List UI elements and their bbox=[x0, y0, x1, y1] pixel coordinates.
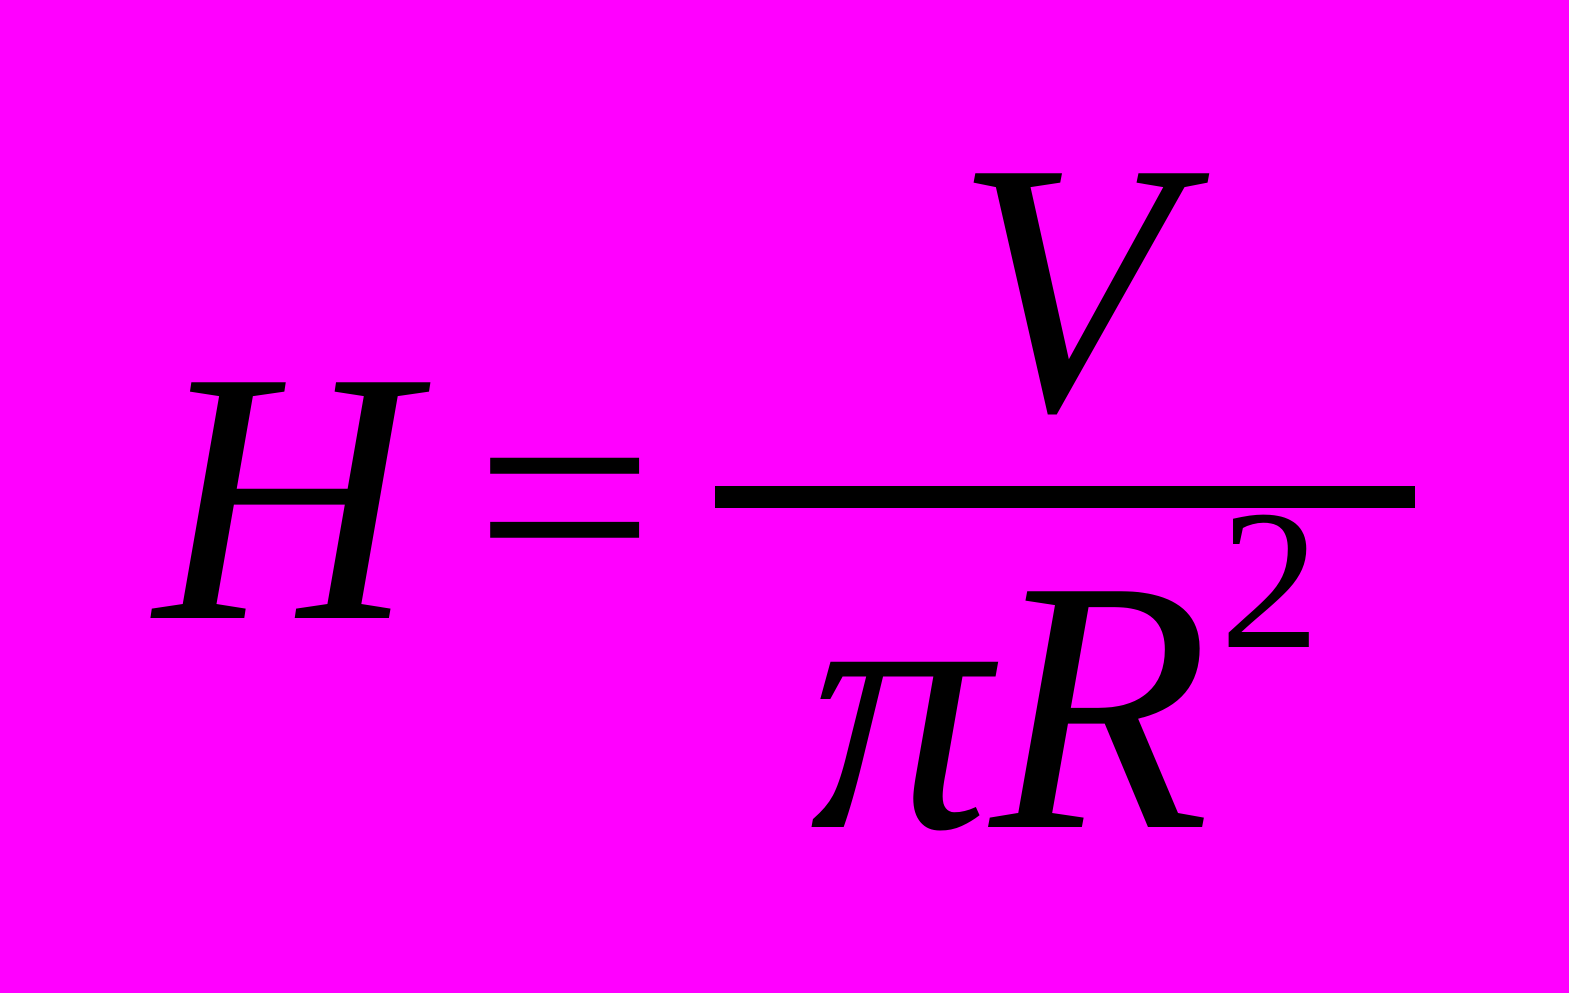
pi-symbol: π bbox=[810, 526, 990, 886]
lhs-variable: H bbox=[154, 317, 414, 677]
formula: H = V πR2 bbox=[154, 108, 1414, 886]
fraction: V πR2 bbox=[715, 108, 1415, 886]
numerator: V bbox=[925, 108, 1205, 468]
denominator-variable: R bbox=[990, 526, 1210, 886]
numerator-variable: V bbox=[955, 108, 1175, 468]
equals-sign: = bbox=[474, 337, 654, 657]
denominator: πR2 bbox=[780, 526, 1350, 886]
exponent: 2 bbox=[1220, 481, 1320, 681]
